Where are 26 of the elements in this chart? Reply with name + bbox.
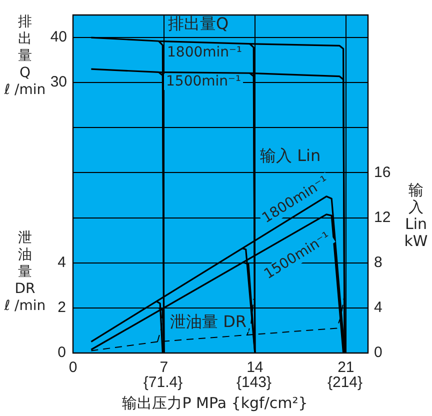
annotation: 排出量Q: [168, 14, 229, 34]
y2-tick-label: 0: [374, 344, 382, 362]
y2-tick-label: 4: [374, 299, 382, 316]
y2-axis-title: 输入Lin kW: [403, 181, 429, 250]
y-tick-label: 40: [50, 28, 67, 46]
y2-tick-label: 8: [374, 254, 382, 272]
x-axis-title: 输出压力P MPa {kgf/cm²}: [121, 394, 309, 412]
text: {143}: [236, 374, 272, 392]
x-tick-label: 14: [246, 359, 264, 376]
annotation: 1800min⁻¹: [167, 44, 242, 61]
annotation: 1500min⁻¹: [166, 74, 242, 90]
text: {214}: [327, 374, 363, 392]
y3-axis-title: 泄油量DR ℓ /min: [3, 230, 47, 315]
y3-tick-label: 4: [58, 254, 66, 272]
y2-tick-label: 12: [374, 208, 391, 226]
text: {71.4}: [143, 374, 183, 392]
y2-tick-label: 16: [374, 164, 391, 181]
y3-tick-label: 2: [58, 299, 66, 316]
annotation: 泄油量 DR: [170, 312, 247, 332]
y-axis-title: 排出量Q ℓ /min: [3, 14, 47, 99]
x-tick-label: 21: [338, 359, 354, 376]
annotation: 输入 Lin: [260, 146, 321, 166]
x-tick-label: 0: [68, 359, 78, 376]
y-tick-label: 30: [50, 74, 67, 91]
x-tick-label: 7: [160, 359, 168, 376]
y3-tick-label: 0: [58, 344, 66, 362]
